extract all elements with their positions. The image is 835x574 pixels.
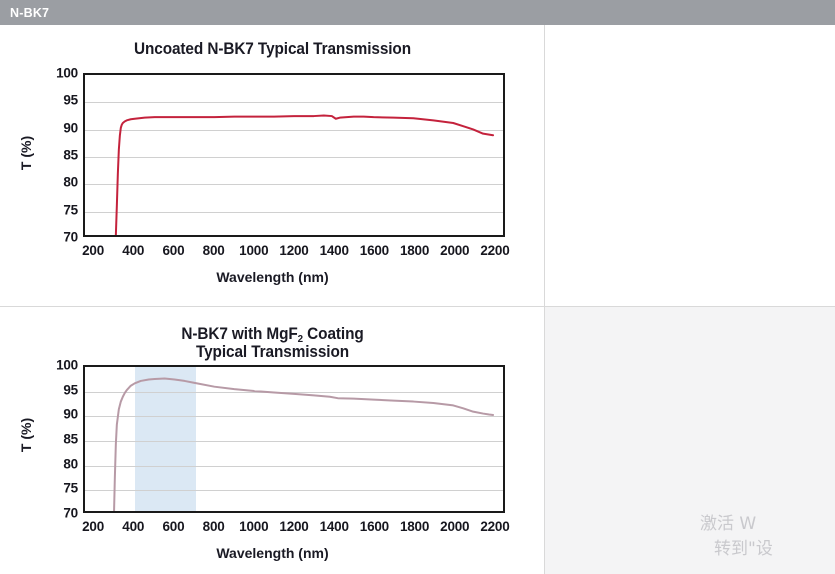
x-tick-label: 1800: [399, 519, 430, 534]
chart-title-mgf2: N-BK7 with MgF2 Coating Typical Transmis…: [19, 325, 526, 362]
gridline: [85, 441, 503, 442]
plot-area-mgf2: T (%) 70 75 80 85 90 95 100 200 400 600 800 1000 12…: [0, 358, 545, 574]
x-tick-label: 400: [122, 243, 145, 258]
y-tick-label: 75: [63, 480, 78, 496]
y-tick-label: 85: [63, 431, 78, 447]
y-tick-label: 90: [63, 120, 78, 136]
plot-box-mgf2: [83, 365, 505, 513]
x-tick-label: 600: [162, 519, 185, 534]
gridline: [85, 102, 503, 104]
x-axis-label-uncoated: Wavelength (nm): [216, 269, 329, 285]
x-tick-label: 1600: [359, 243, 389, 258]
y-axis-label-mgf2: T (%): [18, 417, 34, 453]
gridline: [85, 184, 503, 186]
y-tick-label: 80: [63, 456, 78, 472]
x-tick-label: 1000: [239, 519, 269, 534]
x-tick-label: 1200: [279, 519, 309, 534]
y-tick-label: 75: [63, 202, 78, 218]
y-tick-label: 70: [63, 505, 78, 521]
x-tick-label: 600: [162, 243, 185, 258]
gridline: [85, 416, 503, 418]
chart-title-mgf2-subscript: 2: [297, 333, 304, 345]
chart-panel-mgf2: N-BK7 with MgF2 Coating Typical Transmis…: [0, 307, 545, 574]
x-axis-ticks-uncoated: 200 400 600 800 1000 1200 1400 1600 1800 2000 2200: [82, 243, 510, 263]
x-tick-label: 200: [82, 243, 105, 258]
x-tick-label: 200: [82, 519, 105, 534]
gridline: [85, 391, 503, 393]
coating-design-band: [135, 367, 196, 511]
x-tick-label: 2200: [480, 519, 510, 534]
y-tick-label: 95: [63, 92, 78, 108]
x-tick-label: 2000: [440, 519, 470, 534]
y-tick-label: 100: [56, 65, 78, 81]
x-tick-label: 1600: [359, 519, 389, 534]
plot-area-uncoated: T (%) 70 75 80 85 90 95 100 200 400 600 800 1000 12…: [0, 66, 545, 303]
info-panel-mgf2: Typical transmission of a 3mm thick N-BK…: [545, 307, 835, 574]
x-tick-label: 1800: [399, 243, 430, 258]
chart-title-mgf2-part-a: N-BK7 with MgF: [181, 325, 298, 343]
chart-title-mgf2-part-b: Coating: [303, 325, 364, 343]
header-bar: N-BK7: [0, 0, 835, 25]
x-tick-label: 2000: [440, 243, 470, 258]
gridline: [85, 211, 503, 213]
series-line: [114, 379, 493, 511]
x-tick-label: 400: [122, 519, 145, 534]
x-axis-ticks-mgf2: 200 400 600 800 1000 1200 1400 1600 1800 2000 2200: [82, 519, 510, 539]
y-tick-label: 100: [56, 357, 78, 373]
y-tick-label: 95: [63, 382, 78, 398]
y-tick-label: 90: [63, 406, 78, 422]
gridline: [85, 465, 503, 467]
page-title: N-BK7: [10, 5, 50, 20]
transmission-curve-mgf2: [85, 367, 503, 511]
x-tick-label: 1000: [239, 243, 269, 258]
chart-title-uncoated: Uncoated N-BK7 Typical Transmission: [19, 40, 526, 58]
plot-box-uncoated: [83, 73, 505, 237]
x-tick-label: 1200: [279, 243, 309, 258]
x-tick-label: 2200: [480, 243, 510, 258]
gridline: [85, 129, 503, 131]
y-axis-label-uncoated: T (%): [18, 135, 34, 171]
y-axis-ticks-mgf2: 70 75 80 85 90 95 100: [34, 358, 78, 574]
x-tick-label: 1400: [319, 243, 349, 258]
gridline: [85, 490, 503, 492]
x-axis-label-mgf2: Wavelength (nm): [216, 545, 329, 561]
x-tick-label: 800: [202, 519, 225, 534]
y-axis-ticks-uncoated: 70 75 80 85 90 95 100: [34, 66, 78, 303]
gridline: [85, 157, 503, 158]
y-tick-label: 80: [63, 174, 78, 190]
chart-title-mgf2-line2: Typical Transmission: [195, 343, 350, 362]
series-line: [116, 116, 493, 235]
y-tick-label: 70: [63, 229, 78, 245]
content-grid: Uncoated N-BK7 Typical Transmission T (%…: [0, 25, 835, 574]
x-tick-label: 1400: [319, 519, 349, 534]
transmission-curve-uncoated: [85, 75, 503, 235]
x-tick-label: 800: [202, 243, 225, 258]
y-tick-label: 85: [63, 147, 78, 163]
info-panel-uncoated: Typical transmission of a 3mm thick, unc…: [545, 25, 835, 307]
chart-panel-uncoated: Uncoated N-BK7 Typical Transmission T (%…: [0, 25, 545, 307]
chart-title-uncoated-line1: Uncoated N-BK7 Typical Transmission: [133, 40, 411, 58]
